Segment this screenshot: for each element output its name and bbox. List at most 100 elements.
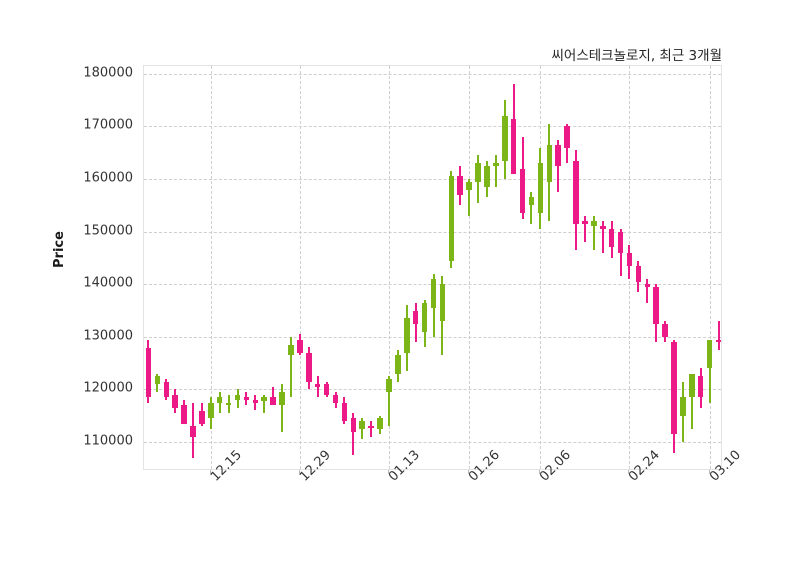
candle-wick <box>289 336 292 398</box>
y-axis-tick-label: 110000 <box>83 433 133 449</box>
candle-wick <box>646 279 649 303</box>
gridline-horizontal <box>144 179 721 181</box>
gridline-horizontal <box>144 231 721 233</box>
candle-body <box>457 176 463 195</box>
candle-wick <box>370 421 373 437</box>
candle-body <box>243 397 250 400</box>
candle-body <box>163 381 170 398</box>
candle-body <box>510 118 517 174</box>
candle-wick <box>494 155 497 187</box>
candle-wick <box>352 413 355 456</box>
gridline-horizontal <box>144 126 721 128</box>
gridline-vertical <box>299 66 301 469</box>
candle-body <box>341 402 348 422</box>
candle-body <box>350 418 357 432</box>
candle-body <box>555 144 561 166</box>
x-axis-tick-labels: 12.15 12.29 01.13 01.26 02.06 02.24 03.10 <box>143 448 744 540</box>
candle-body <box>573 160 579 224</box>
candle-body <box>252 399 259 403</box>
gridline-horizontal <box>144 336 721 338</box>
candle-body <box>466 181 472 190</box>
candle-body <box>680 397 686 416</box>
plot-area <box>143 65 722 470</box>
x-axis-tick-mark <box>468 470 470 474</box>
y-axis-tick-label: 120000 <box>83 380 133 396</box>
candle-body <box>617 231 624 253</box>
candle-body <box>697 376 704 398</box>
y-axis-tick-label: 140000 <box>83 275 133 291</box>
candle-body <box>208 402 214 419</box>
candle-body <box>546 144 553 182</box>
candle-body <box>314 384 321 387</box>
candle-body <box>386 378 392 393</box>
candle-wick <box>272 386 275 406</box>
candle-wick <box>281 384 284 432</box>
candle-body <box>706 339 713 369</box>
gridline-horizontal <box>144 389 721 391</box>
candle-body <box>689 373 695 398</box>
candle-wick <box>601 221 604 253</box>
candle-body <box>448 176 455 261</box>
candle-body <box>368 426 374 429</box>
gridline-horizontal <box>144 73 721 75</box>
candle-body <box>475 163 481 182</box>
candle-body <box>653 286 659 324</box>
gridline-vertical <box>210 66 212 469</box>
y-axis-tick-label: 170000 <box>83 117 133 133</box>
candle-body <box>662 323 668 337</box>
gridline-vertical <box>469 66 471 469</box>
x-axis-tick-mark <box>628 470 630 474</box>
y-axis-tick-labels: 110000 120000 130000 140000 150000 160000 1700… <box>0 65 133 470</box>
candle-wick <box>557 139 560 193</box>
x-axis-tick-mark <box>209 470 211 474</box>
candle-body <box>288 344 294 356</box>
candle-body <box>181 405 187 424</box>
candle-wick <box>619 229 622 277</box>
candle-body <box>172 394 178 408</box>
candle-body <box>582 221 588 224</box>
candle-wick <box>530 192 533 224</box>
candle-body <box>671 342 677 435</box>
candle-body <box>484 165 490 187</box>
candle-body <box>493 163 499 166</box>
candle-wick <box>717 321 720 351</box>
candle-wick <box>316 376 319 398</box>
candle-body <box>608 229 615 248</box>
candle-body <box>626 252 633 266</box>
candle-body <box>190 426 196 437</box>
candle-wick <box>387 376 390 427</box>
gridline-vertical <box>709 66 711 469</box>
candle-body <box>591 221 597 227</box>
candle-body <box>359 421 365 429</box>
gridline-vertical <box>388 66 390 469</box>
candle-body <box>199 410 205 424</box>
candle-body <box>404 318 410 353</box>
candle-wick <box>592 215 595 251</box>
x-axis-tick-mark <box>387 470 389 474</box>
candle-body <box>430 279 437 308</box>
x-axis-tick-mark <box>539 470 541 474</box>
candle-body <box>261 397 267 402</box>
candle-body <box>635 265 642 282</box>
candle-body <box>412 310 419 324</box>
candle-wick <box>218 392 221 414</box>
candle-body <box>715 339 721 343</box>
y-axis-tick-label: 130000 <box>83 328 133 344</box>
candle-body <box>154 376 161 385</box>
candle-body <box>502 115 508 161</box>
candle-wick <box>583 215 586 243</box>
y-axis-tick-label: 180000 <box>83 65 133 81</box>
candle-body <box>279 392 285 406</box>
y-axis-tick-label: 150000 <box>83 223 133 239</box>
candle-body <box>519 168 526 214</box>
candle-body <box>332 394 339 403</box>
candle-body <box>395 355 401 374</box>
candle-wick <box>263 394 266 414</box>
candle-body <box>297 339 303 353</box>
chart-title: 씨어스테크놀로지, 최근 3개월 <box>551 48 722 64</box>
candle-body <box>377 418 383 429</box>
candle-body <box>439 284 446 322</box>
x-axis-tick-mark <box>708 470 710 474</box>
candle-body <box>528 197 535 206</box>
